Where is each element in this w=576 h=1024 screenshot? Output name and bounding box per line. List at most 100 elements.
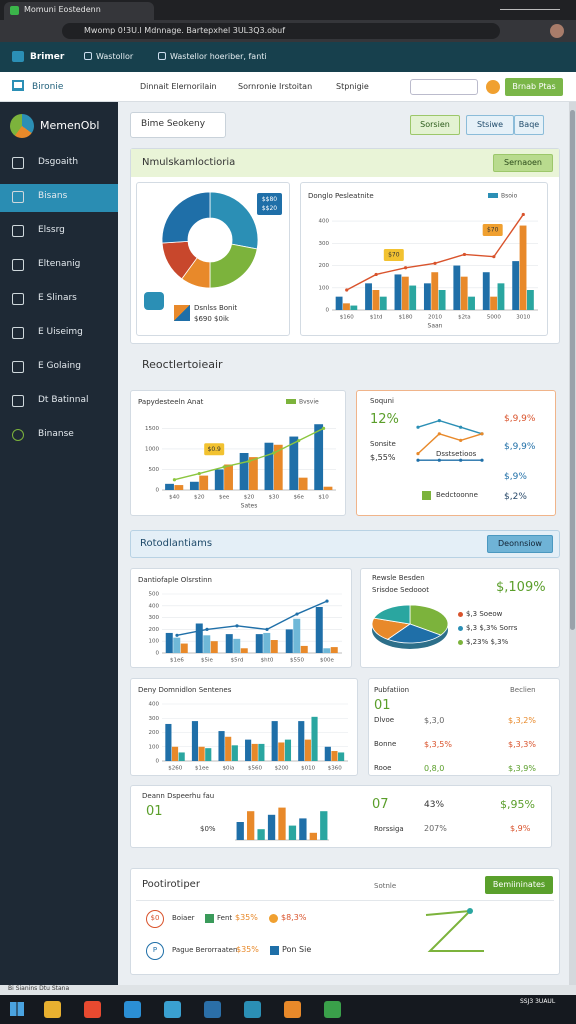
projects-label: Sotnle xyxy=(374,882,397,890)
taskbar-icon[interactable] xyxy=(244,1001,261,1018)
sidebar-item[interactable]: Dt Batinnal xyxy=(38,395,89,405)
compact-title: Deann Dspeerhu fau xyxy=(142,792,215,800)
pie-slice xyxy=(409,604,449,636)
nav-item[interactable]: Dinnait Elernorilain xyxy=(140,82,217,91)
sidebar-item[interactable]: E Uiseimg xyxy=(38,327,83,337)
sidebar-item[interactable]: Eltenanig xyxy=(38,259,81,269)
kpi-label: Sonsite xyxy=(370,440,396,448)
taskbar-icon[interactable] xyxy=(324,1001,341,1018)
logo-text: MemenObl xyxy=(40,119,100,132)
line-point xyxy=(297,439,301,443)
line-point xyxy=(433,261,437,265)
pie-slice xyxy=(209,243,258,289)
section-button[interactable]: Deonnsiow xyxy=(487,535,553,553)
bar xyxy=(512,261,520,310)
x-tick-label: $5rd xyxy=(231,658,244,664)
taskbar-icon[interactable] xyxy=(164,1001,181,1018)
sidebar-item[interactable]: Binanse xyxy=(38,429,74,439)
y-tick-label: 500 xyxy=(149,592,160,598)
legend-label: Bvsvie xyxy=(299,399,319,406)
sidebar-item[interactable]: Elssrg xyxy=(38,225,65,235)
nav-bar xyxy=(0,72,576,102)
legend-dot xyxy=(458,612,463,617)
table-card xyxy=(368,678,560,776)
brand-icon xyxy=(12,51,24,62)
taskbar-icon[interactable] xyxy=(84,1001,101,1018)
kpi-line xyxy=(417,419,483,435)
header-button[interactable]: Baqe xyxy=(514,115,544,135)
nav-item[interactable]: Stpnigie xyxy=(336,82,369,91)
kpi-right: $,9,9% xyxy=(504,442,536,452)
bar xyxy=(225,736,232,761)
line-point xyxy=(272,451,276,455)
bar xyxy=(423,283,431,310)
bookmark[interactable]: Wastellor hoeriber, fanti xyxy=(170,52,267,61)
x-tick-label: $1td xyxy=(370,315,383,321)
nav-action[interactable]: Brnab Ptas xyxy=(505,78,563,96)
scroll-thumb[interactable] xyxy=(570,110,575,630)
bar xyxy=(231,745,238,761)
x-tick-label: 5000 xyxy=(487,315,501,321)
kpi-point xyxy=(437,419,441,423)
pie-title: Rewsle Besden xyxy=(372,574,425,582)
status-text: Bi Sianins Dtu Stana xyxy=(8,985,70,992)
bar xyxy=(300,645,308,653)
row-icon: $0 xyxy=(146,910,164,928)
line-point xyxy=(265,627,269,631)
x-tick-label: $010 xyxy=(301,766,315,772)
bookmark[interactable]: Wastollor xyxy=(96,52,134,61)
kpi-right: $,9% xyxy=(504,472,527,482)
bar xyxy=(171,746,179,761)
kpi-point xyxy=(459,458,463,462)
taskbar-icon[interactable] xyxy=(204,1001,221,1018)
projects-button[interactable]: Bemiininates xyxy=(485,876,553,894)
x-tick-label: $00e xyxy=(320,658,334,664)
compact-pct: $0% xyxy=(200,825,216,833)
search-box[interactable] xyxy=(410,79,478,95)
header-button[interactable]: Stsiwe xyxy=(466,115,514,135)
x-tick-label: 3010 xyxy=(516,315,530,321)
bar xyxy=(165,632,173,653)
line-point xyxy=(321,426,326,430)
bar xyxy=(191,721,199,761)
bar xyxy=(270,640,278,653)
kpi-card xyxy=(356,390,556,516)
x-tick-label: $6e xyxy=(294,495,305,501)
table-cell: $,3,3% xyxy=(508,740,536,749)
sidebar xyxy=(0,102,118,985)
taskbar-icon[interactable] xyxy=(124,1001,141,1018)
chart-title: Dantiofaple Olsrstinn xyxy=(138,576,212,584)
line-point xyxy=(462,252,467,257)
annotation: $70 xyxy=(487,227,499,234)
bar xyxy=(343,303,350,310)
bar xyxy=(468,296,475,310)
sidebar-item[interactable]: Dsgoaith xyxy=(38,157,79,167)
header-button[interactable]: Sorsien xyxy=(410,115,460,135)
bar xyxy=(323,648,331,653)
sidebar-item[interactable]: E Golaing xyxy=(38,361,81,371)
compact-card xyxy=(130,785,552,848)
y-tick-label: 100 xyxy=(319,285,330,291)
bar xyxy=(298,721,305,761)
taskbar-icon[interactable] xyxy=(44,1001,61,1018)
sidebar-icon xyxy=(12,293,24,305)
bar xyxy=(271,721,278,761)
section-button[interactable]: Sernaoen xyxy=(493,154,553,172)
sidebar-item[interactable]: E Slinars xyxy=(38,293,77,303)
nav-home[interactable]: Bironie xyxy=(32,82,64,92)
url-box[interactable] xyxy=(62,23,500,39)
sidebar-icon xyxy=(12,429,24,441)
bar xyxy=(482,272,490,310)
sidebar-item[interactable]: Bisans xyxy=(38,191,68,201)
y-tick-label: 300 xyxy=(149,615,160,621)
row-swatch xyxy=(205,914,214,923)
y-tick-label: 1000 xyxy=(145,446,159,452)
compact-stat: $,9% xyxy=(510,824,531,833)
compact-stat: 207% xyxy=(424,824,447,833)
trend-line xyxy=(176,600,328,636)
row-icon: P xyxy=(146,942,164,960)
nav-item[interactable]: Sornronie Irstoitan xyxy=(238,82,313,91)
bar xyxy=(289,436,299,490)
taskbar-icon[interactable] xyxy=(284,1001,301,1018)
row-extra: Pon Sie xyxy=(282,945,312,954)
